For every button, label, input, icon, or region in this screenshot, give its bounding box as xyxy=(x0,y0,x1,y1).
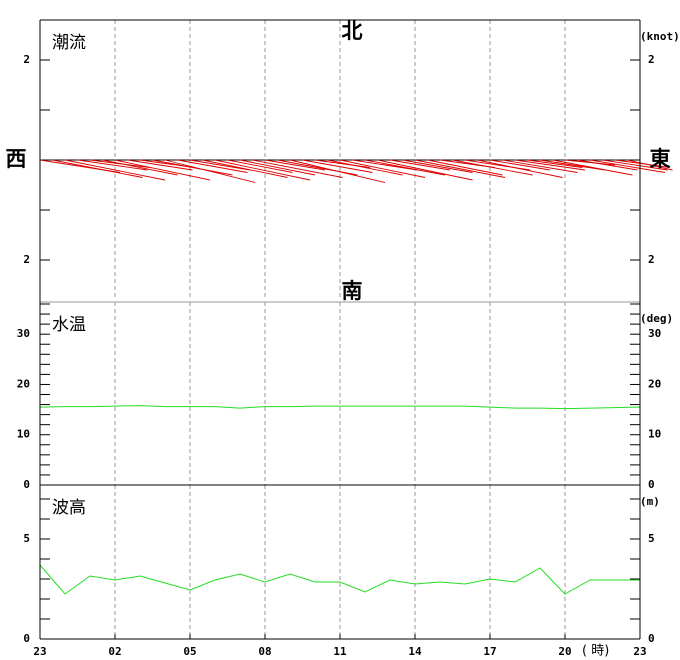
current-vector xyxy=(189,159,251,171)
current-vector xyxy=(514,159,586,171)
y-tick-label-right: 2 xyxy=(648,253,655,266)
current-vector xyxy=(264,159,326,171)
current-vector xyxy=(389,159,451,171)
current-vector xyxy=(477,159,563,178)
current-vector xyxy=(364,159,446,176)
current-vector xyxy=(577,159,638,171)
x-tick-label: 23 xyxy=(33,645,46,658)
x-tick-label: 05 xyxy=(183,645,196,658)
x-tick-label: 11 xyxy=(333,645,347,658)
y-tick-label-right: 0 xyxy=(648,632,655,645)
y-tick-label: 30 xyxy=(17,327,30,340)
current-vector xyxy=(239,159,316,176)
current-vector xyxy=(164,159,256,183)
panel-title: 潮流 xyxy=(52,33,86,53)
current-vector xyxy=(427,159,503,176)
unit-label: (m) xyxy=(640,495,660,508)
current-vector xyxy=(402,159,473,173)
y-tick-label: 20 xyxy=(17,377,30,390)
y-tick-label: 0 xyxy=(23,632,30,645)
current-vector xyxy=(252,159,343,178)
current-vector xyxy=(52,159,143,178)
x-tick-label: 02 xyxy=(108,645,121,658)
data-line xyxy=(39,405,641,410)
y-tick-label: 0 xyxy=(23,478,30,491)
current-vector xyxy=(552,159,633,176)
current-vector xyxy=(289,159,386,183)
current-vector xyxy=(527,159,583,168)
unit-label: (deg) xyxy=(640,312,673,325)
current-vector xyxy=(327,159,403,176)
north-label: 北 xyxy=(342,19,363,43)
panel-title: 波高 xyxy=(52,498,86,518)
current-vector xyxy=(352,159,418,171)
x-tick-label: 08 xyxy=(258,645,271,658)
current-vector xyxy=(414,159,506,178)
current-vector xyxy=(539,159,606,171)
current-vector xyxy=(214,159,311,181)
current-vector xyxy=(227,159,293,173)
current-vector xyxy=(102,159,178,176)
y-tick-label: 2 xyxy=(23,53,30,66)
y-tick-label-right: 30 xyxy=(648,327,661,340)
y-tick-label-right: 5 xyxy=(648,532,655,545)
x-tick-label: 14 xyxy=(408,645,422,658)
current-vector xyxy=(627,159,673,171)
y-tick-label-right: 0 xyxy=(648,478,655,491)
y-tick-label-right: 10 xyxy=(648,428,661,441)
current-vector xyxy=(127,159,193,171)
x-unit: ( 時) xyxy=(582,644,609,659)
y-tick-label: 10 xyxy=(17,428,30,441)
current-vector xyxy=(452,159,533,176)
x-tick-label: 20 xyxy=(558,645,571,658)
current-vector xyxy=(64,159,166,181)
y-tick-label-right: 2 xyxy=(648,53,655,66)
south-label: 南 xyxy=(342,279,363,303)
current-vector xyxy=(602,159,668,171)
y-tick-label: 5 xyxy=(23,532,30,545)
panel-title: 水温 xyxy=(52,315,86,335)
x-tick-label: 23 xyxy=(633,645,646,658)
y-tick-label-right: 20 xyxy=(648,377,661,390)
current-vector xyxy=(202,159,288,178)
current-vector xyxy=(77,159,148,171)
current-vector xyxy=(152,159,233,176)
east-label: 東 xyxy=(650,147,671,171)
current-vector xyxy=(589,159,666,173)
current-vector xyxy=(339,159,426,178)
current-vector xyxy=(489,159,551,171)
current-vector xyxy=(114,159,211,181)
y-tick-label: 2 xyxy=(23,253,30,266)
west-label: 西 xyxy=(6,147,27,171)
current-vector xyxy=(377,159,473,181)
current-vector xyxy=(502,159,578,173)
unit-label: (knot) xyxy=(640,30,680,43)
current-vector xyxy=(302,159,373,173)
x-tick-label: 17 xyxy=(483,645,496,658)
current-vector xyxy=(177,159,248,173)
data-line xyxy=(39,564,640,595)
